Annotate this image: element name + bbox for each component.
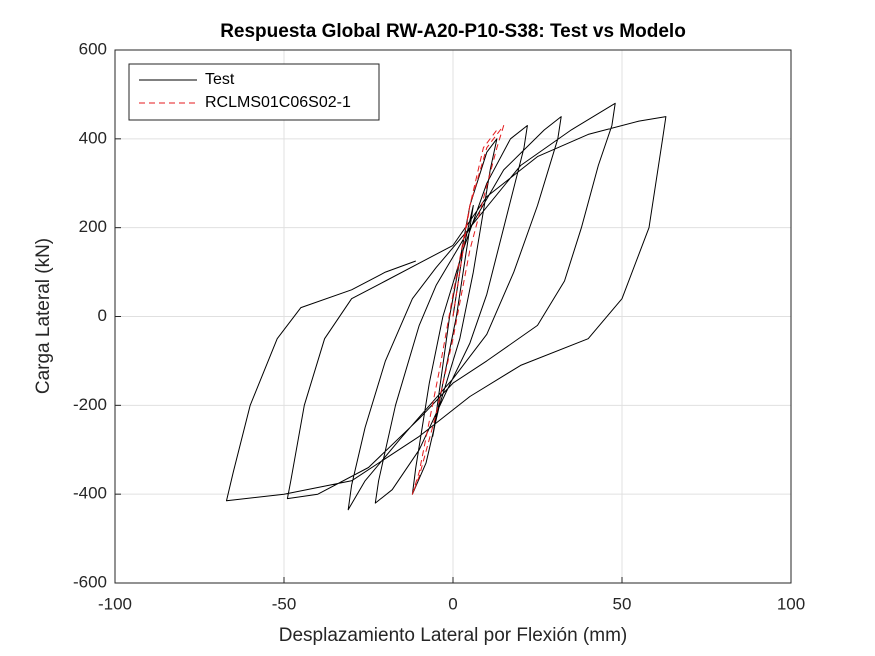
y-tick-label: -200 [73,395,107,414]
x-tick-label: -50 [272,594,297,613]
legend-label: RCLMS01C06S02-1 [205,94,351,111]
x-tick-label: 0 [448,594,457,613]
x-axis-label: Desplazamiento Lateral por Flexión (mm) [279,625,627,646]
y-tick-label: -600 [73,572,107,591]
y-tick-label: 200 [79,217,107,236]
x-tick-label: 50 [613,594,632,613]
chart-title: Respuesta Global RW-A20-P10-S38: Test vs… [220,21,686,42]
y-tick-label: 400 [79,128,107,147]
plot-frame [114,49,792,584]
legend-label: Test [205,71,235,88]
legend-box [128,63,380,121]
y-axis-label: Carga Lateral (kN) [33,238,54,394]
series-line [226,102,667,511]
x-tick-label: -100 [98,594,132,613]
y-tick-label: -400 [73,484,107,503]
x-tick-label: 100 [777,594,805,613]
y-tick-label: 0 [98,306,107,325]
y-tick-label: 600 [79,39,107,58]
